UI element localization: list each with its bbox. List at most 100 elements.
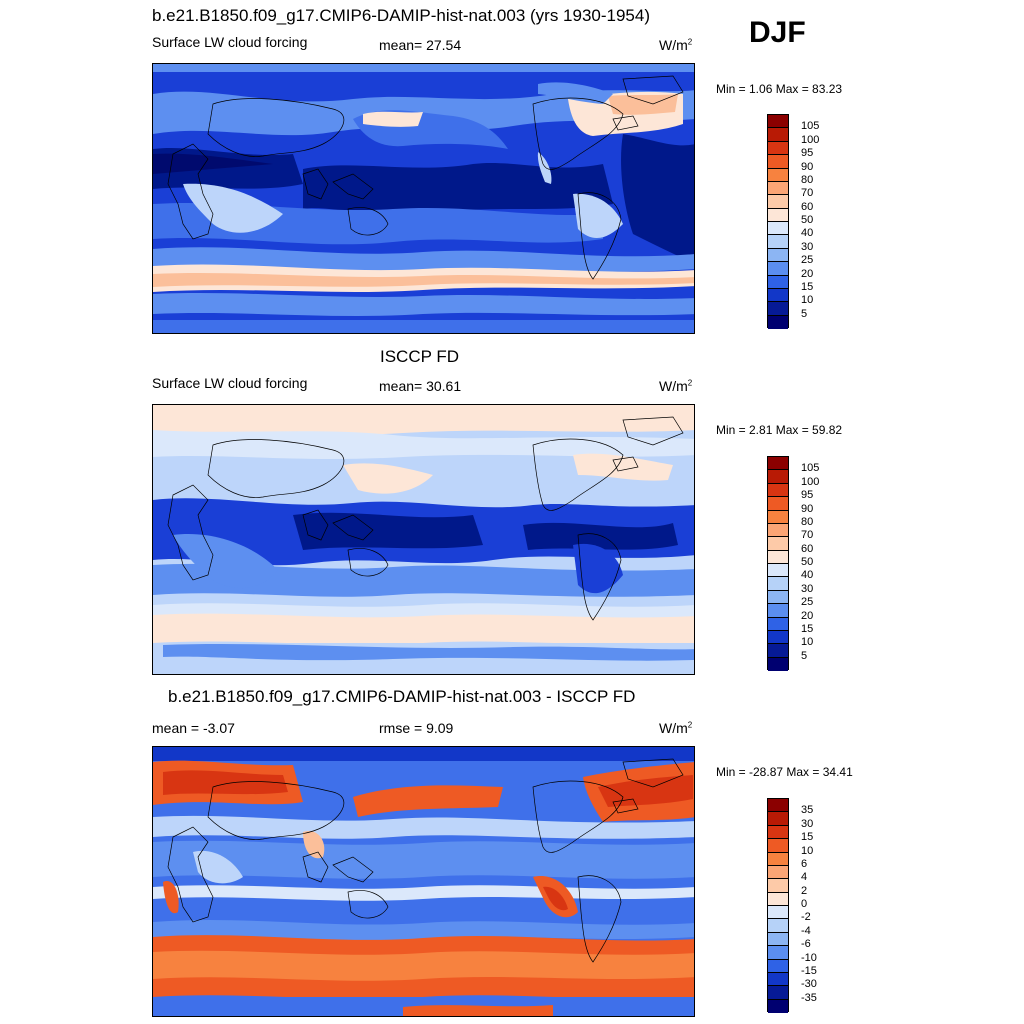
colorbar-tick-label: -35 [801, 991, 817, 1004]
panel-obs-colorbar [767, 456, 789, 671]
colorbar-tick-label: 10 [801, 844, 814, 857]
colorbar-swatch [768, 799, 788, 813]
colorbar-swatch [768, 644, 788, 658]
colorbar-tick-label: 20 [801, 267, 814, 280]
colorbar-swatch [768, 497, 788, 511]
colorbar-tick-label: 30 [801, 582, 814, 595]
colorbar-swatch [768, 879, 788, 893]
panel-diff-colorbar [767, 798, 789, 1013]
colorbar-tick-label: 10 [801, 294, 814, 307]
panel-diff-mean: mean = -3.07 [152, 720, 235, 736]
colorbar-tick-label: -6 [801, 938, 811, 951]
colorbar-tick-label: 5 [801, 307, 808, 320]
colorbar-swatch [768, 812, 788, 826]
colorbar-swatch [768, 483, 788, 498]
panel-diff-title: b.e21.B1850.f09_g17.CMIP6-DAMIP-hist-nat… [168, 687, 636, 706]
colorbar-tick-label: 5 [801, 649, 808, 662]
colorbar-swatch [768, 235, 788, 249]
panel-obs-title: ISCCP FD [380, 347, 460, 366]
colorbar-tick-label: 60 [801, 542, 814, 555]
colorbar-tick-label: 70 [801, 187, 814, 200]
panel-diff-map [152, 746, 695, 1017]
colorbar-tick-label: 95 [801, 147, 814, 160]
panel-model-variable: Surface LW cloud forcing [152, 34, 308, 50]
colorbar-swatch [768, 457, 788, 471]
colorbar-swatch [768, 315, 788, 329]
colorbar-tick-label: 30 [801, 817, 814, 830]
colorbar-swatch [768, 946, 788, 960]
colorbar-tick-label: 40 [801, 569, 814, 582]
colorbar-swatch [768, 590, 788, 605]
colorbar-tick-label: -2 [801, 911, 811, 924]
panel-model-map [152, 63, 695, 334]
colorbar-tick-label: 25 [801, 596, 814, 609]
colorbar-tick-label: 50 [801, 214, 814, 226]
colorbar-swatch [768, 892, 788, 906]
panel-obs-units: W/m2 [659, 378, 693, 394]
colorbar-tick-label: 90 [801, 502, 814, 515]
panel-model-field [153, 64, 694, 333]
colorbar-swatch [768, 604, 788, 618]
colorbar-tick-label: 105 [801, 120, 820, 133]
colorbar-swatch [768, 275, 788, 289]
colorbar-swatch [768, 825, 788, 840]
colorbar-swatch [768, 302, 788, 316]
colorbar-swatch [768, 617, 788, 631]
colorbar-tick-label: 35 [801, 804, 814, 817]
colorbar-swatch [768, 208, 788, 222]
colorbar-swatch [768, 839, 788, 853]
colorbar-swatch [768, 195, 788, 209]
colorbar-tick-label: 6 [801, 857, 808, 870]
colorbar-swatch [768, 537, 788, 551]
colorbar-tick-label: 25 [801, 254, 814, 267]
colorbar-tick-label: 50 [801, 556, 814, 568]
panel-obs-map [152, 404, 695, 675]
colorbar-swatch [768, 852, 788, 866]
panel-model-title: b.e21.B1850.f09_g17.CMIP6-DAMIP-hist-nat… [152, 6, 650, 25]
colorbar-swatch [768, 510, 788, 524]
colorbar-swatch [768, 986, 788, 1000]
panel-diff-units: W/m2 [659, 720, 693, 736]
panel-obs-mean: mean= 30.61 [379, 378, 462, 394]
colorbar-tick-label: 90 [801, 160, 814, 173]
colorbar-tick-label: 60 [801, 200, 814, 213]
colorbar-swatch [768, 919, 788, 933]
colorbar-swatch [768, 115, 788, 129]
colorbar-tick-label: 80 [801, 515, 814, 528]
colorbar-swatch [768, 181, 788, 196]
colorbar-swatch [768, 657, 788, 671]
panel-model-minmax: Min = 1.06 Max = 83.23 [716, 82, 843, 96]
colorbar-swatch [768, 141, 788, 156]
colorbar-swatch [768, 577, 788, 591]
colorbar-swatch [768, 155, 788, 169]
colorbar-swatch [768, 168, 788, 182]
colorbar-tick-label: 100 [801, 475, 820, 488]
panel-diff-minmax: Min = -28.87 Max = 34.41 [716, 765, 853, 779]
colorbar-tick-label: 100 [801, 133, 820, 146]
colorbar-tick-label: 70 [801, 529, 814, 542]
colorbar-tick-label: 15 [801, 280, 814, 293]
colorbar-tick-label: 20 [801, 609, 814, 622]
panel-obs-field [153, 405, 694, 674]
colorbar-swatch [768, 470, 788, 484]
colorbar-swatch [768, 999, 788, 1013]
panel-model-mean: mean= 27.54 [379, 37, 462, 53]
colorbar-swatch [768, 630, 788, 645]
colorbar-swatch [768, 906, 788, 920]
colorbar-swatch [768, 523, 788, 538]
colorbar-tick-label: 4 [801, 871, 808, 884]
colorbar-swatch [768, 128, 788, 142]
colorbar-tick-label: 95 [801, 489, 814, 502]
colorbar-swatch [768, 550, 788, 564]
colorbar-swatch [768, 865, 788, 880]
colorbar-tick-label: 105 [801, 462, 820, 475]
colorbar-tick-label: -30 [801, 978, 817, 991]
colorbar-swatch [768, 972, 788, 987]
colorbar-tick-label: -10 [801, 951, 817, 964]
colorbar-swatch [768, 564, 788, 578]
panel-diff-rmse: rmse = 9.09 [379, 720, 454, 736]
panel-diff-field [153, 747, 694, 1016]
colorbar-tick-label: 15 [801, 622, 814, 635]
colorbar-swatch [768, 288, 788, 303]
colorbar-tick-label: 10 [801, 636, 814, 649]
